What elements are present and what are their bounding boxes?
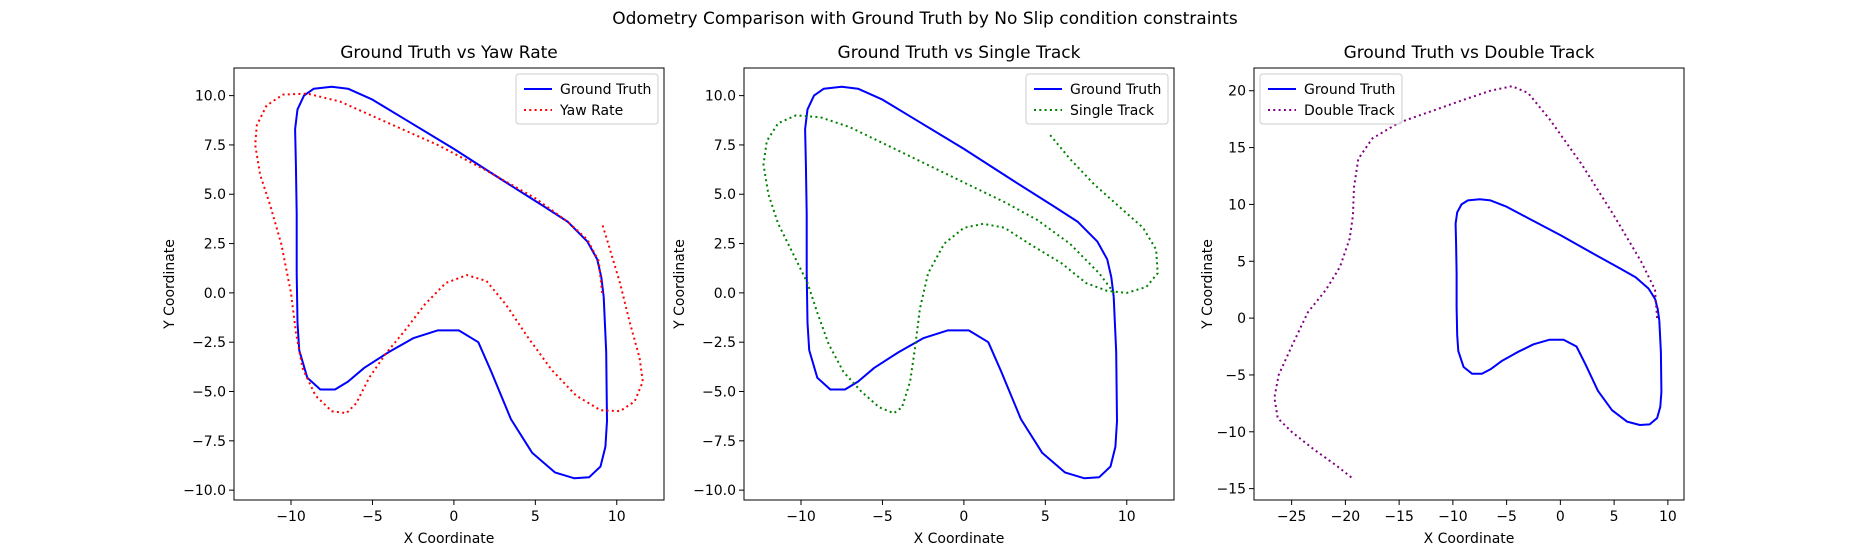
y-tick-label: −5.0	[702, 385, 736, 401]
axes-frame	[233, 67, 665, 501]
series-line-yaw-rate	[254, 92, 644, 415]
series-group	[1273, 85, 1663, 481]
y-tick-label: −10.0	[693, 483, 736, 499]
y-tick-label: −2.5	[192, 335, 226, 351]
y-tick-label: −10.0	[183, 483, 226, 499]
axes-frame	[1253, 67, 1685, 501]
x-tick-label: 0	[449, 509, 458, 525]
x-axis-label: X Coordinate	[1424, 531, 1515, 547]
x-tick-label: −10	[276, 509, 306, 525]
x-tick-label: 5	[1610, 509, 1619, 525]
legend-label: Yaw Rate	[559, 103, 623, 119]
legend-box	[1025, 73, 1169, 125]
x-tick-label: 5	[531, 509, 540, 525]
series-line-ground-truth	[294, 85, 608, 480]
legend: Ground Truth Double Track	[1259, 73, 1403, 125]
y-tick-label: −5	[1225, 368, 1246, 384]
y-tick-label: −2.5	[702, 335, 736, 351]
subplot-2: Ground Truth vs Single Track −10 −5 0 5 10 −10…	[672, 43, 1175, 547]
y-tick-label: 10.0	[195, 89, 226, 105]
x-tick-label: −25	[1277, 509, 1307, 525]
x-tick-label: 0	[1556, 509, 1565, 525]
legend-box	[1259, 73, 1403, 125]
legend: Ground Truth Yaw Rate	[515, 73, 659, 125]
series-line-double-track	[1273, 85, 1659, 481]
legend: Ground Truth Single Track	[1025, 73, 1169, 125]
y-tick-label: −7.5	[192, 434, 226, 450]
series-line-ground-truth	[1454, 198, 1663, 426]
legend-label: Ground Truth	[560, 82, 651, 98]
legend-label: Ground Truth	[1304, 82, 1395, 98]
legend-label: Ground Truth	[1070, 82, 1161, 98]
y-tick-label: 15	[1228, 141, 1246, 157]
y-tick-label: −15	[1216, 482, 1246, 498]
x-tick-label: −20	[1331, 509, 1361, 525]
x-tick-label: −5	[362, 509, 383, 525]
legend-box	[515, 73, 659, 125]
x-tick-label: 5	[1041, 509, 1050, 525]
y-tick-label: −7.5	[702, 434, 736, 450]
subplot-title: Ground Truth vs Single Track	[838, 43, 1081, 63]
x-axis-label: X Coordinate	[404, 531, 495, 547]
y-tick-label: 5.0	[714, 187, 736, 203]
x-tick-label: 10	[1118, 509, 1136, 525]
x-tick-label: −5	[872, 509, 893, 525]
y-tick-label: 0.0	[204, 286, 226, 302]
y-tick-label: 5	[1237, 254, 1246, 270]
x-tick-label: 10	[608, 509, 626, 525]
legend-label: Double Track	[1304, 103, 1396, 119]
y-tick-label: 20	[1228, 84, 1246, 100]
y-axis-label: Y Coordinate	[1200, 239, 1216, 330]
y-tick-label: 7.5	[714, 138, 736, 154]
subplot-title: Ground Truth vs Yaw Rate	[340, 43, 558, 63]
subplot-title: Ground Truth vs Double Track	[1344, 43, 1595, 63]
x-tick-label: −5	[1496, 509, 1517, 525]
x-tick-label: −15	[1384, 509, 1414, 525]
y-tick-label: 0.0	[714, 286, 736, 302]
subplot-1: Ground Truth vs Yaw Rate −10 −5 0 5 10 −10.0 −7…	[162, 43, 665, 547]
y-tick-label: 5.0	[204, 187, 226, 203]
x-tick-label: 0	[959, 509, 968, 525]
x-tick-label: −10	[1438, 509, 1468, 525]
y-tick-label: 0	[1237, 311, 1246, 327]
y-axis-label: Y Coordinate	[672, 239, 688, 330]
subplot-3: Ground Truth vs Double Track −25 −20 −15 −10…	[1200, 43, 1685, 547]
x-tick-label: 10	[1659, 509, 1677, 525]
legend-label: Single Track	[1070, 103, 1155, 119]
y-tick-label: −10	[1216, 425, 1246, 441]
series-group	[254, 85, 644, 480]
x-tick-label: −10	[786, 509, 816, 525]
series-line-single-track	[762, 114, 1159, 415]
series-group	[762, 85, 1159, 480]
y-tick-label: −5.0	[192, 385, 226, 401]
y-tick-label: 2.5	[714, 237, 736, 253]
y-tick-label: 2.5	[204, 237, 226, 253]
y-tick-label: 10.0	[705, 89, 736, 105]
y-tick-label: 7.5	[204, 138, 226, 154]
series-line-ground-truth	[804, 85, 1118, 480]
figure-suptitle: Odometry Comparison with Ground Truth by…	[612, 9, 1238, 29]
y-axis-label: Y Coordinate	[162, 239, 178, 330]
axes-frame	[743, 67, 1175, 501]
x-axis-label: X Coordinate	[914, 531, 1005, 547]
y-tick-label: 10	[1228, 197, 1246, 213]
